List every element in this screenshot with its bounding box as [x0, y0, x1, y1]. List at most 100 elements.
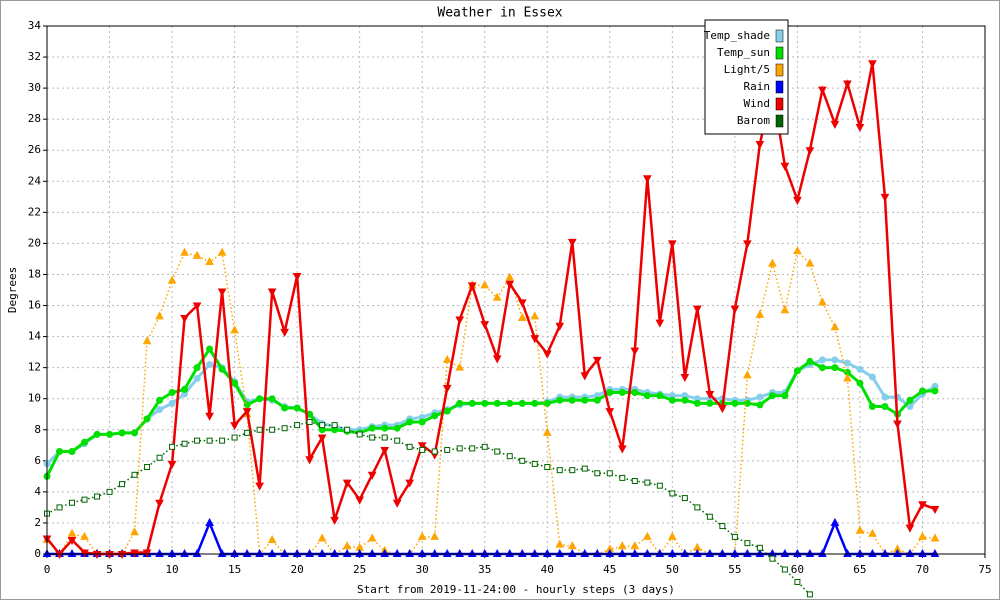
point — [480, 548, 490, 557]
legend-swatch — [775, 114, 784, 128]
point — [806, 591, 813, 598]
point — [268, 395, 276, 403]
point — [492, 292, 502, 301]
point — [705, 548, 715, 557]
point — [768, 392, 776, 400]
point — [217, 247, 227, 256]
point — [731, 399, 739, 407]
point — [667, 548, 677, 557]
point — [644, 479, 651, 486]
point — [743, 548, 752, 557]
point — [606, 470, 613, 477]
point — [780, 305, 790, 314]
point — [342, 541, 352, 550]
point — [667, 531, 677, 540]
legend-swatch — [775, 46, 784, 60]
point — [793, 246, 802, 255]
point — [830, 517, 840, 526]
point — [693, 399, 701, 407]
point — [56, 448, 64, 456]
point — [642, 548, 652, 557]
point — [617, 541, 627, 550]
point — [893, 420, 902, 429]
x-tick-label: 55 — [728, 563, 741, 576]
point — [294, 422, 301, 429]
point — [455, 316, 465, 325]
point — [755, 141, 765, 150]
point — [481, 399, 489, 407]
point — [355, 496, 365, 505]
y-tick-label: 22 — [28, 205, 41, 218]
point — [244, 429, 251, 436]
point — [581, 396, 589, 404]
point — [180, 548, 189, 557]
point — [81, 438, 89, 446]
point — [593, 396, 601, 404]
point — [918, 531, 927, 540]
point — [918, 548, 927, 557]
point — [205, 517, 214, 526]
x-tick-label: 70 — [916, 563, 929, 576]
point — [780, 162, 790, 171]
point — [105, 551, 114, 560]
point — [144, 464, 151, 471]
point — [818, 356, 826, 364]
point — [481, 443, 488, 450]
point — [192, 548, 202, 557]
point — [756, 401, 764, 409]
point — [167, 548, 177, 557]
point — [780, 548, 790, 557]
point — [556, 467, 563, 474]
y-tick-label: 10 — [28, 392, 41, 405]
point — [669, 490, 676, 497]
point — [342, 548, 352, 557]
point — [555, 548, 565, 557]
point — [905, 524, 915, 533]
point — [305, 548, 314, 557]
point — [680, 373, 690, 383]
point — [217, 548, 227, 557]
point — [517, 299, 527, 308]
x-tick-label: 40 — [541, 563, 554, 576]
point — [442, 384, 452, 393]
point — [531, 399, 539, 407]
point — [494, 448, 501, 455]
x-tick-label: 25 — [353, 563, 366, 576]
x-tick-label: 20 — [291, 563, 304, 576]
point — [330, 548, 339, 557]
point — [219, 437, 226, 444]
point — [918, 387, 926, 395]
point — [292, 548, 302, 557]
point — [756, 544, 763, 551]
point — [567, 541, 577, 550]
y-tick-label: 20 — [28, 236, 41, 249]
point — [755, 309, 765, 318]
point — [142, 549, 152, 558]
point — [592, 356, 602, 365]
point — [405, 548, 415, 557]
point — [93, 430, 101, 438]
point — [117, 551, 127, 560]
point — [130, 527, 139, 536]
point — [192, 302, 202, 311]
point — [581, 465, 588, 472]
point — [92, 551, 102, 560]
point — [567, 548, 577, 557]
point — [631, 388, 639, 396]
point — [818, 86, 827, 95]
point — [118, 429, 126, 437]
legend-swatch — [775, 97, 784, 111]
legend-box — [704, 19, 789, 135]
point — [292, 273, 302, 282]
point — [493, 399, 501, 407]
point — [655, 319, 665, 328]
point — [831, 364, 839, 372]
series-group — [43, 345, 939, 480]
point — [106, 430, 114, 438]
point — [531, 460, 538, 467]
point — [930, 533, 940, 542]
x-tick-label: 30 — [416, 563, 429, 576]
point — [781, 566, 788, 573]
point — [906, 396, 914, 404]
